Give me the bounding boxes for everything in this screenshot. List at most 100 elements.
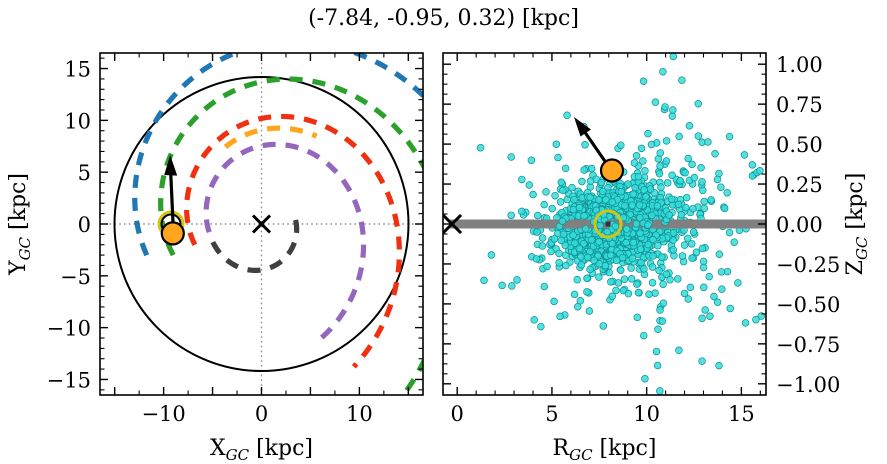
scatter-point bbox=[575, 203, 584, 212]
scatter-point bbox=[540, 282, 549, 291]
scatter-point bbox=[666, 276, 674, 284]
x-tick-label: −10 bbox=[141, 402, 185, 426]
scatter-point bbox=[725, 132, 734, 141]
scatter-point bbox=[559, 186, 567, 195]
scatter-point bbox=[682, 193, 691, 202]
scatter-point bbox=[563, 111, 571, 120]
spiral-arm-perseus bbox=[158, 76, 423, 395]
scatter-point bbox=[603, 228, 611, 236]
spiral-arm-sagittarius-carina bbox=[184, 113, 402, 369]
scatter-point bbox=[631, 184, 639, 192]
left-panel-ticks bbox=[100, 53, 423, 395]
scatter-point bbox=[633, 313, 642, 322]
scatter-point bbox=[617, 187, 626, 196]
y-tick-label: −5 bbox=[60, 265, 91, 289]
scatter-point bbox=[620, 275, 629, 283]
scatter-point bbox=[655, 169, 664, 178]
scatter-point bbox=[628, 201, 636, 209]
scatter-point bbox=[637, 258, 645, 267]
scatter-point bbox=[662, 270, 671, 278]
x-tick-label: 0 bbox=[451, 402, 464, 426]
scatter-point bbox=[689, 204, 697, 213]
scatter-point bbox=[637, 144, 646, 153]
scatter-point bbox=[684, 154, 692, 163]
scatter-point bbox=[644, 221, 652, 229]
scatter-point bbox=[648, 263, 657, 271]
scatter-point bbox=[550, 235, 559, 243]
scatter-point bbox=[713, 298, 722, 307]
scatter-point bbox=[573, 275, 582, 284]
scatter-point bbox=[678, 76, 686, 84]
scatter-point bbox=[699, 263, 708, 272]
left-panel-content bbox=[100, 53, 423, 395]
scatter-point bbox=[574, 302, 582, 311]
scatter-point bbox=[570, 290, 579, 299]
scatter-point bbox=[578, 177, 586, 186]
scatter-point bbox=[632, 152, 641, 160]
scatter-point bbox=[538, 234, 547, 242]
scatter-point bbox=[698, 186, 707, 195]
scatter-point bbox=[629, 238, 638, 247]
scatter-point bbox=[597, 178, 606, 187]
scatter-point bbox=[537, 322, 545, 331]
scatter-point bbox=[530, 316, 538, 324]
scatter-point bbox=[636, 245, 645, 253]
scatter-point bbox=[726, 304, 734, 313]
scatter-point bbox=[639, 331, 648, 340]
scatter-point bbox=[640, 186, 648, 194]
scatter-point bbox=[543, 262, 551, 271]
scatter-point bbox=[668, 112, 677, 120]
scatter-point bbox=[698, 178, 706, 186]
scatter-point bbox=[538, 242, 547, 250]
scatter-point bbox=[507, 153, 515, 161]
scatter-point bbox=[561, 164, 570, 173]
scatter-point bbox=[568, 183, 576, 192]
scatter-point bbox=[688, 160, 696, 169]
scatter-point bbox=[694, 100, 702, 108]
right-panel-ticks bbox=[443, 53, 766, 395]
scatter-point bbox=[654, 241, 662, 250]
scatter-point bbox=[636, 229, 644, 237]
scatter-point bbox=[675, 346, 683, 355]
right-panel: 0 5 10 15 1.00 0.75 0.50 0.25 0.00 −0.25 −0.50 −0.7… bbox=[442, 52, 871, 464]
scatter-point bbox=[752, 315, 760, 324]
scatter-point bbox=[551, 191, 559, 200]
scatter-point bbox=[527, 156, 536, 165]
scatter-point bbox=[717, 268, 726, 276]
scatter-point bbox=[632, 220, 641, 228]
y-tick-label: 1.00 bbox=[776, 53, 823, 77]
scatter-point bbox=[640, 265, 648, 273]
scatter-point bbox=[498, 281, 506, 290]
scatter-point bbox=[644, 240, 652, 249]
scatter-point bbox=[532, 255, 541, 263]
scatter-point bbox=[608, 198, 617, 206]
y-tick-label: 5 bbox=[78, 161, 91, 185]
scatter-point bbox=[705, 272, 713, 281]
scatter-point bbox=[577, 261, 586, 269]
scatter-point bbox=[586, 177, 595, 185]
scatter-point bbox=[734, 279, 742, 287]
scatter-point bbox=[651, 98, 660, 106]
scatter-point bbox=[698, 357, 706, 365]
scatter-point bbox=[634, 172, 643, 181]
scatter-point bbox=[669, 229, 678, 237]
scatter-point bbox=[675, 132, 683, 141]
scatter-point bbox=[694, 132, 703, 140]
scatter-point bbox=[655, 266, 663, 275]
scatter-point bbox=[586, 193, 594, 202]
spiral-arms-group bbox=[132, 53, 423, 395]
scatter-point bbox=[723, 188, 731, 197]
scatter-point bbox=[659, 280, 667, 288]
scatter-point bbox=[606, 251, 615, 259]
y-tick-label: 0.00 bbox=[776, 213, 823, 237]
y-tick-label: −0.25 bbox=[776, 253, 840, 277]
scatter-point bbox=[690, 173, 699, 182]
scatter-point bbox=[580, 212, 588, 220]
scatter-point bbox=[704, 138, 712, 146]
scatter-point bbox=[653, 202, 662, 210]
scatter-point bbox=[663, 179, 672, 187]
scatter-point bbox=[633, 280, 641, 288]
x-tick-label: 10 bbox=[633, 402, 660, 426]
scatter-point bbox=[590, 256, 598, 265]
